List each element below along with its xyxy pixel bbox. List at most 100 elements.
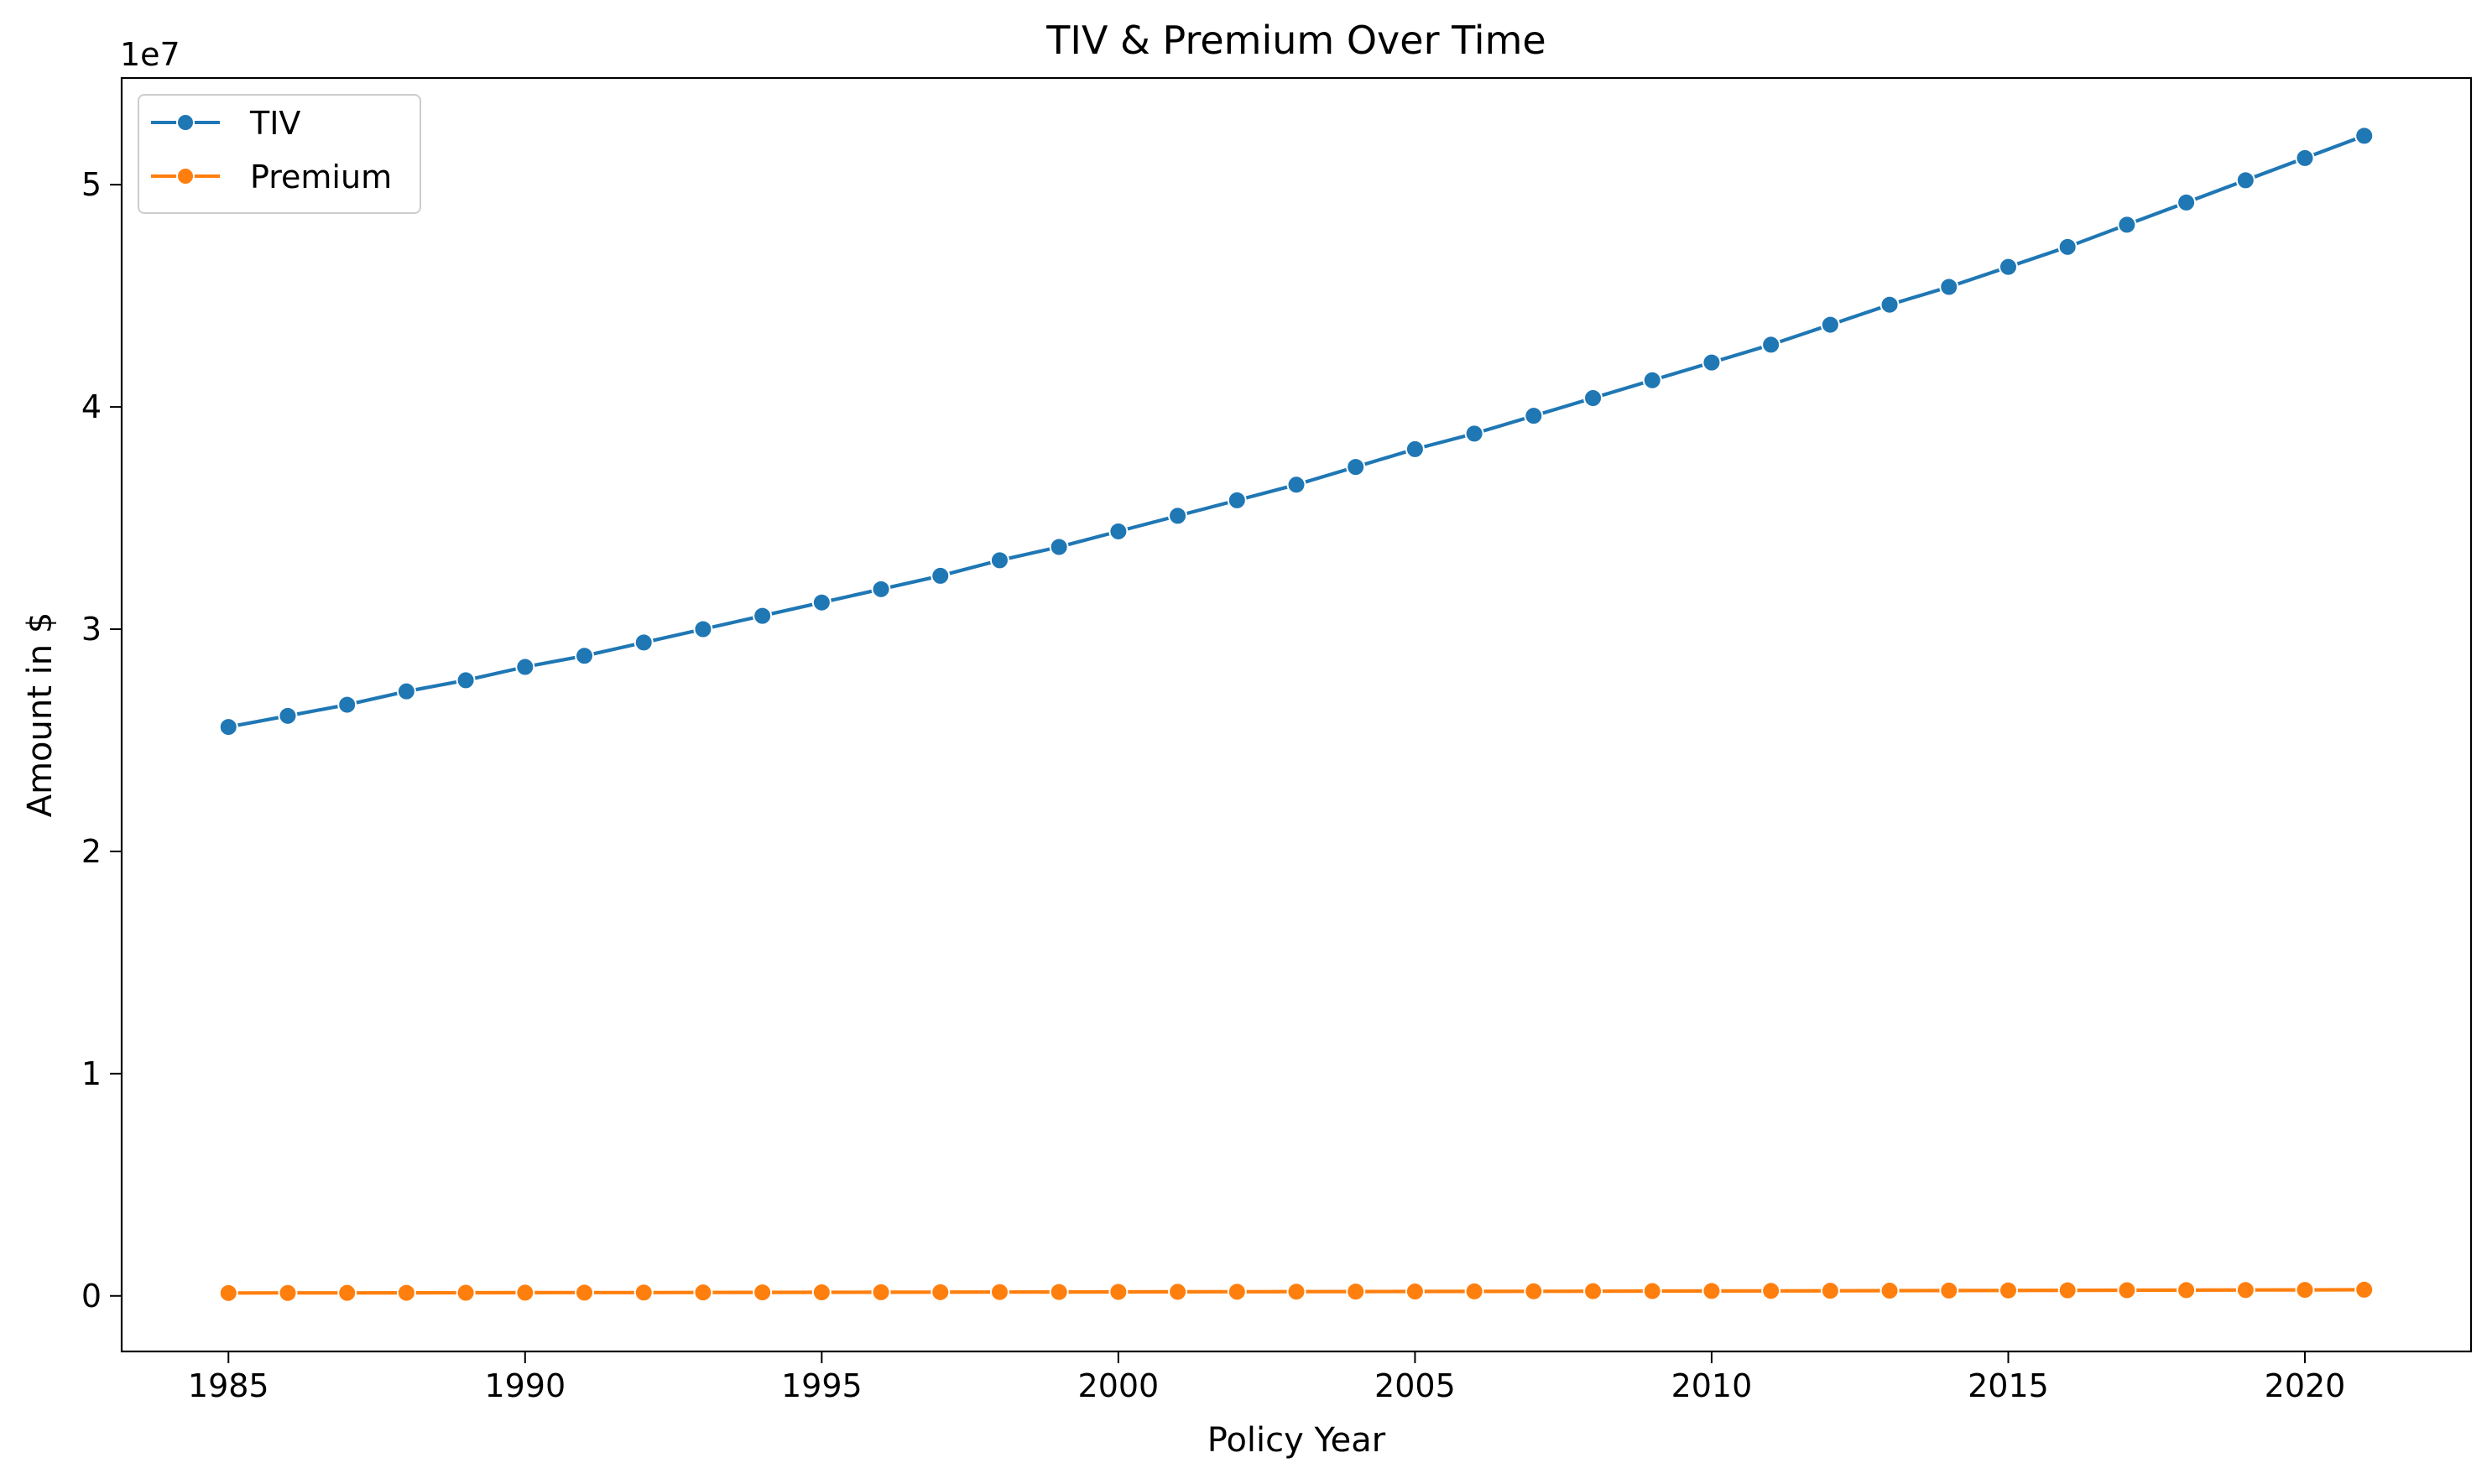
x-axis: 1985 1990 1995 2000 2005 2010 2015 2020 bbox=[188, 1351, 2345, 1404]
data-point-premium bbox=[1286, 1282, 1306, 1302]
data-point-tiv bbox=[396, 681, 416, 701]
data-point-premium bbox=[1998, 1280, 2018, 1300]
data-point-premium bbox=[931, 1282, 951, 1302]
data-point-premium bbox=[1405, 1281, 1425, 1301]
data-point-tiv bbox=[218, 717, 238, 737]
data-point-premium bbox=[1227, 1282, 1247, 1302]
data-point-premium bbox=[2117, 1280, 2137, 1300]
legend-label-tiv: TIV bbox=[249, 105, 300, 142]
data-point-premium bbox=[1049, 1282, 1069, 1302]
data-point-tiv bbox=[693, 619, 713, 639]
data-point-tiv bbox=[1464, 424, 1484, 444]
x-tick-label: 1995 bbox=[781, 1367, 863, 1404]
x-tick-label: 2010 bbox=[1671, 1367, 1753, 1404]
data-point-premium bbox=[218, 1283, 238, 1303]
data-point-tiv bbox=[2117, 215, 2137, 235]
data-point-tiv bbox=[811, 592, 832, 612]
data-point-premium bbox=[989, 1282, 1009, 1302]
data-point-tiv bbox=[1879, 294, 1900, 315]
data-point-tiv bbox=[1049, 537, 1069, 557]
data-point-premium bbox=[753, 1283, 773, 1303]
data-point-tiv bbox=[2177, 192, 2197, 212]
y-tick-label: 1 bbox=[81, 1055, 102, 1092]
x-axis-title: Policy Year bbox=[1207, 1421, 1386, 1460]
legend-label-premium: Premium bbox=[250, 159, 392, 195]
data-point-premium bbox=[1939, 1280, 1959, 1300]
y-tick-label: 3 bbox=[81, 611, 102, 648]
data-point-tiv bbox=[2295, 148, 2315, 168]
x-tick-label: 2000 bbox=[1078, 1367, 1160, 1404]
legend-marker-premium bbox=[176, 167, 195, 185]
data-point-tiv bbox=[871, 579, 891, 599]
data-point-tiv bbox=[1820, 315, 1840, 335]
y-tick-label: 0 bbox=[81, 1278, 102, 1315]
data-point-premium bbox=[2235, 1280, 2255, 1300]
series-layer bbox=[218, 126, 2375, 1303]
data-point-premium bbox=[2354, 1279, 2375, 1299]
data-point-premium bbox=[337, 1283, 357, 1303]
data-point-premium bbox=[1346, 1282, 1366, 1302]
data-point-premium bbox=[515, 1283, 535, 1303]
x-tick-label: 2020 bbox=[2265, 1367, 2346, 1404]
y-axis: 0 1 2 3 4 5 bbox=[81, 166, 122, 1315]
chart-title: TIV & Premium Over Time bbox=[1045, 18, 1546, 63]
x-tick-label: 1985 bbox=[188, 1367, 269, 1404]
data-point-tiv bbox=[931, 565, 951, 586]
data-point-tiv bbox=[1761, 335, 1781, 355]
data-point-tiv bbox=[1524, 406, 1544, 426]
data-point-premium bbox=[1168, 1282, 1188, 1302]
y-offset-label: 1e7 bbox=[120, 36, 180, 73]
data-point-tiv bbox=[1642, 370, 1662, 390]
data-point-premium bbox=[1524, 1281, 1544, 1301]
data-point-premium bbox=[1702, 1281, 1722, 1301]
data-point-premium bbox=[2177, 1280, 2197, 1300]
legend: TIV Premium bbox=[138, 94, 421, 214]
data-point-premium bbox=[1642, 1281, 1662, 1301]
data-point-tiv bbox=[2354, 126, 2375, 146]
y-tick-label: 2 bbox=[81, 833, 102, 870]
data-point-premium bbox=[1108, 1282, 1129, 1302]
data-point-premium bbox=[456, 1283, 476, 1303]
y-axis-title: Amount in $ bbox=[21, 612, 60, 818]
data-point-tiv bbox=[2235, 170, 2255, 190]
y-tick-label: 5 bbox=[81, 166, 102, 203]
data-point-tiv bbox=[2057, 237, 2078, 257]
data-point-tiv bbox=[1939, 277, 1959, 297]
data-point-premium bbox=[1820, 1281, 1840, 1301]
data-point-tiv bbox=[1168, 506, 1188, 526]
data-point-tiv bbox=[1405, 439, 1425, 459]
data-point-premium bbox=[811, 1283, 832, 1303]
data-point-premium bbox=[396, 1283, 416, 1303]
data-point-premium bbox=[693, 1283, 713, 1303]
data-point-premium bbox=[1583, 1281, 1603, 1301]
legend-box bbox=[138, 94, 421, 214]
x-tick-label: 2015 bbox=[1968, 1367, 2049, 1404]
legend-marker-tiv bbox=[176, 113, 195, 132]
data-point-tiv bbox=[753, 606, 773, 626]
data-point-tiv bbox=[1286, 475, 1306, 495]
data-point-tiv bbox=[633, 633, 654, 653]
data-point-tiv bbox=[456, 670, 476, 690]
data-point-tiv bbox=[575, 646, 595, 666]
data-point-tiv bbox=[515, 657, 535, 677]
data-point-premium bbox=[2295, 1280, 2315, 1300]
data-point-tiv bbox=[278, 706, 298, 726]
data-point-premium bbox=[575, 1283, 595, 1303]
x-tick-label: 2005 bbox=[1374, 1367, 1456, 1404]
data-point-tiv bbox=[1583, 388, 1603, 408]
data-point-tiv bbox=[1702, 352, 1722, 372]
data-point-tiv bbox=[1998, 257, 2018, 277]
data-point-premium bbox=[1879, 1281, 1900, 1301]
data-point-tiv bbox=[1108, 521, 1129, 541]
y-tick-label: 4 bbox=[81, 388, 102, 425]
data-point-premium bbox=[2057, 1280, 2078, 1300]
data-point-tiv bbox=[1227, 490, 1247, 510]
data-point-premium bbox=[871, 1282, 891, 1302]
plot-area bbox=[120, 76, 2473, 1353]
data-point-premium bbox=[1464, 1281, 1484, 1301]
data-point-premium bbox=[1761, 1281, 1781, 1301]
data-point-premium bbox=[633, 1283, 654, 1303]
data-point-tiv bbox=[989, 550, 1009, 570]
data-point-tiv bbox=[1346, 457, 1366, 477]
